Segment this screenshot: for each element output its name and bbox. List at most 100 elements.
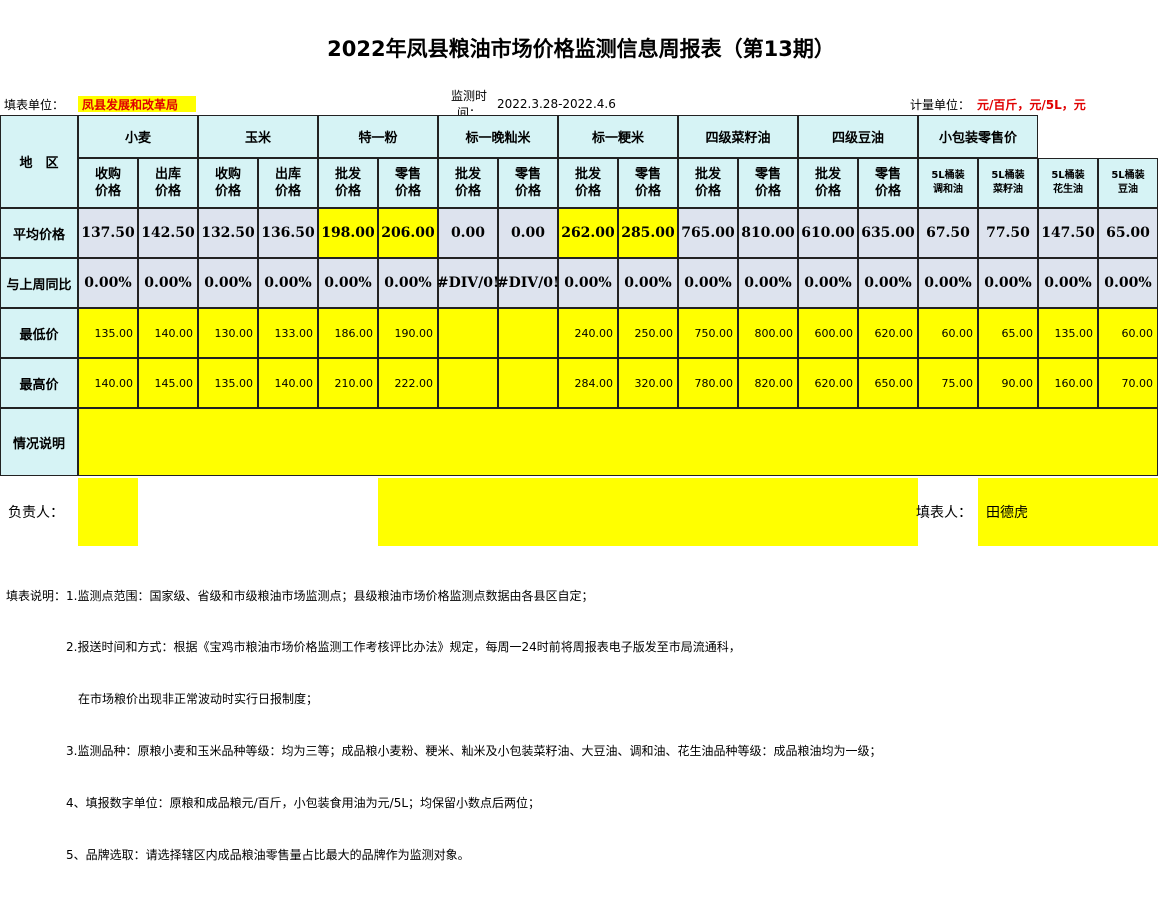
- avg-price-cell: 77.50: [978, 208, 1038, 258]
- group-header: 小麦: [78, 115, 198, 158]
- subheader: 零售 价格: [738, 158, 798, 208]
- group-header: 标一粳米: [558, 115, 678, 158]
- change-cell: 0.00%: [678, 258, 738, 308]
- unit-label: 填表单位：: [4, 97, 65, 112]
- group-header: 特一粉: [318, 115, 438, 158]
- subheader-line: 豆油: [1118, 184, 1138, 195]
- avg-price-cell: 136.50: [258, 208, 318, 258]
- max-price-cell: 320.00: [618, 358, 678, 408]
- avg-price-cell: 132.50: [198, 208, 258, 258]
- min-price-cell: 133.00: [258, 308, 318, 358]
- change-cell: 0.00%: [798, 258, 858, 308]
- subheader-line: 出库: [274, 167, 301, 182]
- change-cell: 0.00%: [1098, 258, 1158, 308]
- change-cell: 0.00%: [918, 258, 978, 308]
- change-cell: 0.00%: [858, 258, 918, 308]
- max-price-cell: 90.00: [978, 358, 1038, 408]
- subheader-line: 批发: [574, 167, 601, 182]
- filler-label: 填表人：: [916, 505, 972, 521]
- avg-price-cell: 0.00: [498, 208, 558, 258]
- note-line: 填表说明：1.监测点范围：国家级、省级和市级粮油市场监测点；县级粮油市场价格监测…: [6, 588, 594, 603]
- avg-price-cell: 67.50: [918, 208, 978, 258]
- min-price-cell: 130.00: [198, 308, 258, 358]
- subheader-line: 零售: [874, 167, 901, 182]
- subheader: 零售 价格: [618, 158, 678, 208]
- subheader-line: 价格: [154, 184, 181, 199]
- max-price-cell: 160.00: [1038, 358, 1098, 408]
- min-price-cell: [498, 308, 558, 358]
- max-price-cell: 820.00: [738, 358, 798, 408]
- subheader: 出库 价格: [258, 158, 318, 208]
- subheader-line: 价格: [814, 184, 841, 199]
- subheader-line: 零售: [754, 167, 781, 182]
- subheader: 零售 价格: [858, 158, 918, 208]
- note-line: 在市场粮价出现非正常波动时实行日报制度；: [6, 692, 319, 707]
- change-cell: #DIV/0!: [497, 258, 559, 308]
- subheader: 出库 价格: [138, 158, 198, 208]
- subheader-line: 价格: [514, 184, 541, 199]
- subheader-line: 价格: [574, 184, 601, 199]
- min-price-cell: 190.00: [378, 308, 438, 358]
- change-cell: 0.00%: [258, 258, 318, 308]
- subheader-line: 零售: [634, 167, 661, 182]
- group-header: 四级菜籽油: [678, 115, 798, 158]
- min-price-cell: 600.00: [798, 308, 858, 358]
- change-cell: 0.00%: [978, 258, 1038, 308]
- subheader-line: 5L桶装: [931, 170, 965, 181]
- max-price-cell: 140.00: [258, 358, 318, 408]
- subheader-line: 零售: [514, 167, 541, 182]
- subheader-line: 调和油: [933, 184, 963, 195]
- note-line: 4、填报数字单位：原粮和成品粮元/百斤，小包装食用油为元/5L；均保留小数点后两…: [6, 796, 541, 811]
- min-price-cell: 140.00: [138, 308, 198, 358]
- subheader: 批发 价格: [678, 158, 738, 208]
- min-price-cell: 60.00: [918, 308, 978, 358]
- report-sheet: 2022年凤县粮油市场价格监测信息周报表（第13期） 填表单位： 凤县发展和改革…: [0, 37, 1158, 862]
- subheader-line: 5L桶装: [1111, 170, 1145, 181]
- subheader-line: 价格: [694, 184, 721, 199]
- min-price-cell: [438, 308, 498, 358]
- max-price-cell: [438, 358, 498, 408]
- subheader-line: 价格: [634, 184, 661, 199]
- max-price-cell: 75.00: [918, 358, 978, 408]
- max-price-cell: 780.00: [678, 358, 738, 408]
- subheader: 5L桶装调和油: [918, 158, 978, 208]
- region-header: 地 区: [0, 115, 78, 208]
- min-price-cell: 800.00: [738, 308, 798, 358]
- subheader-line: 价格: [214, 184, 241, 199]
- min-price-cell: 240.00: [558, 308, 618, 358]
- time-label: 监测时间：: [450, 89, 487, 120]
- subheader-line: 收购: [214, 167, 241, 182]
- report-title: 2022年凤县粮油市场价格监测信息周报表（第13期）: [327, 37, 835, 61]
- max-price-cell: 210.00: [318, 358, 378, 408]
- max-price-cell: 284.00: [558, 358, 618, 408]
- subheader-line: 价格: [274, 184, 301, 199]
- avg-price-cell: 262.00: [558, 208, 618, 258]
- footer-blank-cell: [378, 478, 918, 546]
- group-header: 四级豆油: [798, 115, 918, 158]
- subheader-line: 零售: [394, 167, 421, 182]
- change-cell: 0.00%: [618, 258, 678, 308]
- subheader-line: 收购: [94, 167, 121, 182]
- subheader-line: 菜籽油: [993, 184, 1023, 195]
- subheader: 收购 价格: [78, 158, 138, 208]
- subheader-line: 花生油: [1053, 184, 1083, 195]
- responsible-label: 负责人：: [8, 505, 64, 521]
- subheader-line: 5L桶装: [1051, 170, 1085, 181]
- subheader: 5L桶装 菜籽油: [978, 158, 1038, 208]
- subheader: 批发 价格: [798, 158, 858, 208]
- min-price-cell: 250.00: [618, 308, 678, 358]
- group-header: 玉米: [198, 115, 318, 158]
- max-price-cell: [498, 358, 558, 408]
- min-price-cell: 620.00: [858, 308, 918, 358]
- filler-value: 田德虎: [978, 478, 1158, 546]
- note-line: 5、品牌选取：请选择辖区内成品粮油零售量占比最大的品牌作为监测对象。: [6, 848, 470, 863]
- avg-price-cell: 810.00: [738, 208, 798, 258]
- subheader: 批发 价格: [438, 158, 498, 208]
- max-price-cell: 222.00: [378, 358, 438, 408]
- subheader: 零售 价格: [378, 158, 438, 208]
- change-cell: 0.00%: [78, 258, 138, 308]
- subheader: 批发 价格: [558, 158, 618, 208]
- row-label-change: 与上周同比: [0, 258, 78, 308]
- subheader-line: 价格: [874, 184, 901, 199]
- subheader-line: 批发: [694, 167, 721, 182]
